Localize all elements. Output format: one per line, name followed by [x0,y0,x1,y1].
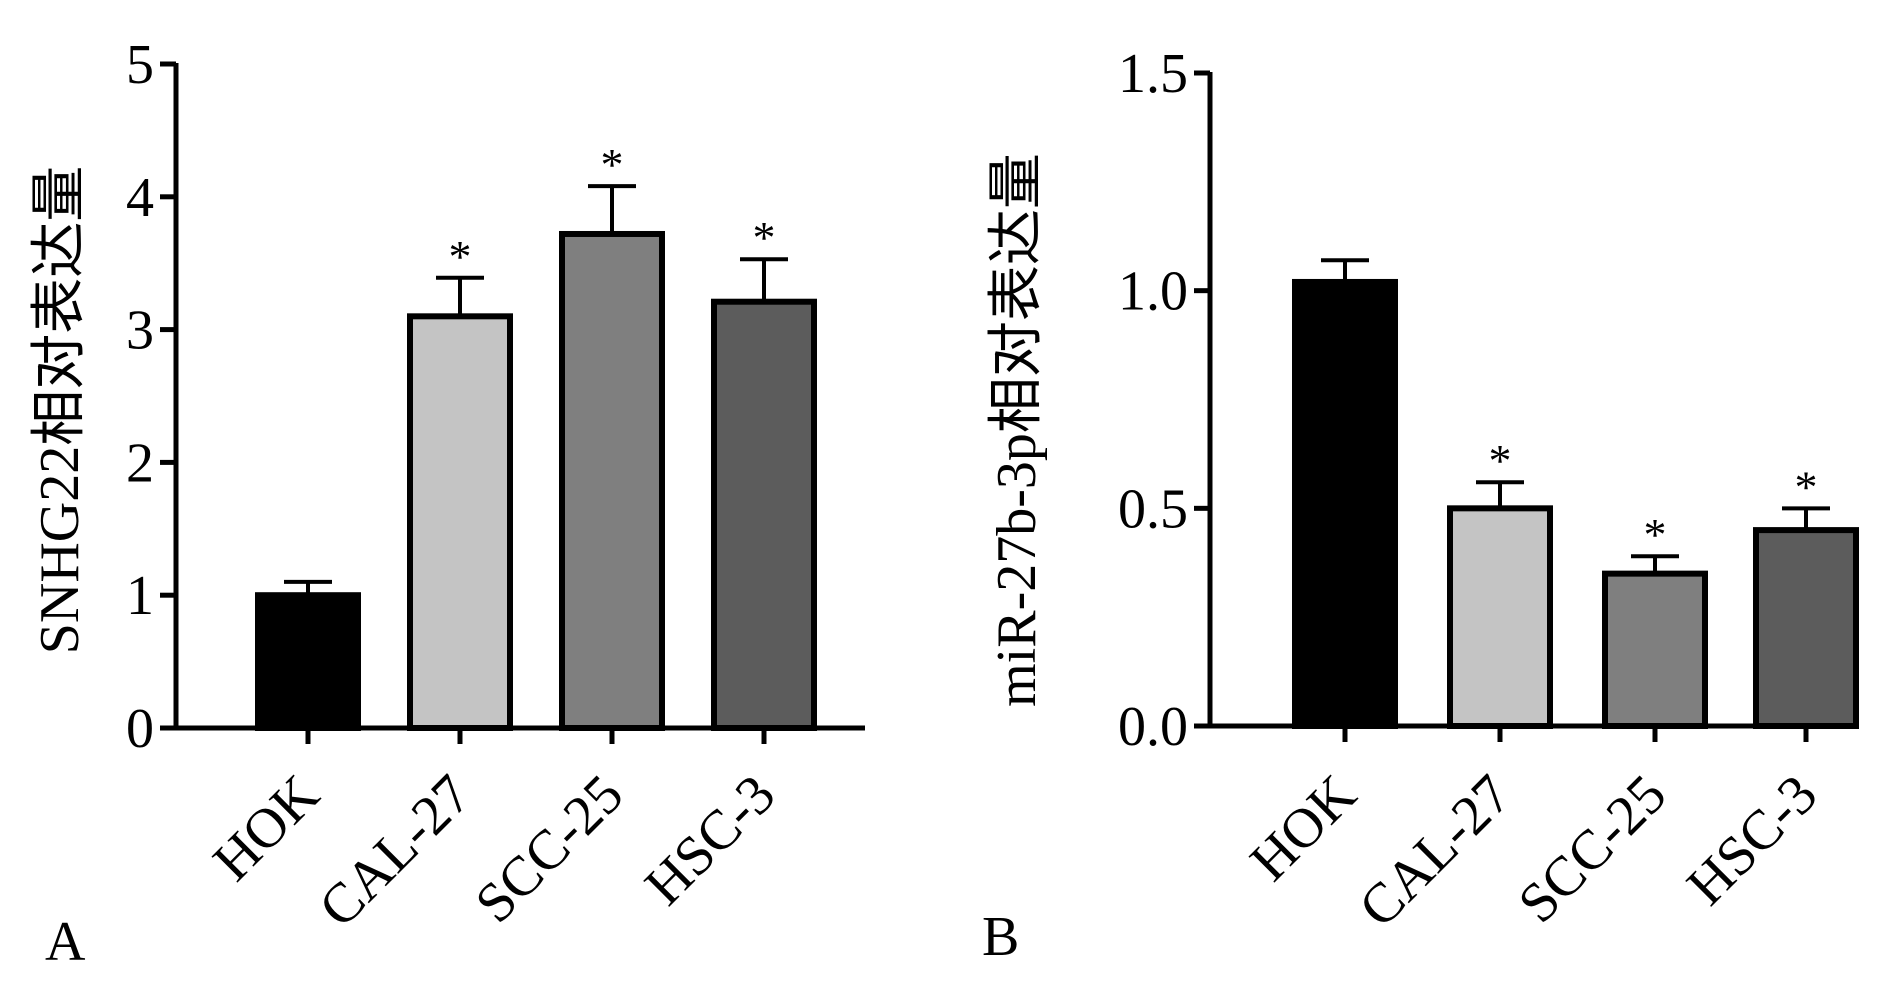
category-label-hok: HOK [1239,763,1369,893]
y-axis-label: SNHG22相对表达量 [29,166,91,654]
bar-hsc-3 [711,298,817,731]
y-tick-label-3: 3 [126,300,154,362]
y-tick-label-2: 2 [126,432,154,494]
y-tick-label-1: 0.5 [1118,478,1188,540]
bar-hok [255,592,361,732]
y-tick-label-3: 1.5 [1118,43,1188,105]
bar-scc-25 [1602,570,1708,730]
bar-hok [1292,278,1398,729]
y-tick-label-4: 4 [126,167,154,229]
panel-letter: B [982,906,1019,968]
significance-star-scc-25: * [1644,509,1667,560]
category-label-hsc-3: HSC-3 [633,763,787,917]
panel-letter: A [45,911,86,973]
category-label-scc-25: SCC-25 [464,763,635,934]
significance-star-cal-27: * [449,231,472,282]
significance-star-scc-25: * [601,139,624,190]
y-tick-label-2: 1.0 [1118,261,1188,323]
significance-star-hsc-3: * [753,212,776,263]
bar-scc-25 [559,230,665,731]
y-tick-label-5: 5 [126,34,154,96]
category-label-hsc-3: HSC-3 [1675,763,1829,917]
bar-cal-27 [407,313,513,731]
significance-star-hsc-3: * [1795,461,1818,512]
y-tick-label-0: 0.0 [1118,696,1188,758]
category-label-scc-25: SCC-25 [1507,763,1678,934]
y-tick-label-0: 0 [126,698,154,760]
y-tick-label-1: 1 [126,565,154,627]
bar-cal-27 [1447,505,1553,730]
panel-b: 0.0 0.5 1.0 1.5 HOK * CAL-27 * SCC-25 * HSC-3 miR-2… [982,43,1859,968]
bar-hsc-3 [1753,527,1859,729]
category-label-cal-27: CAL-27 [1347,763,1523,939]
category-label-hok: HOK [202,763,332,893]
y-axis-label: miR-27b-3p相对表达量 [986,153,1048,707]
significance-star-cal-27: * [1489,435,1512,486]
category-label-cal-27: CAL-27 [307,763,483,939]
panel-a: 0 1 2 3 4 5 HOK * CAL-27 * SCC-25 * HSC-3 SNHG22相对表达量… [29,34,865,973]
